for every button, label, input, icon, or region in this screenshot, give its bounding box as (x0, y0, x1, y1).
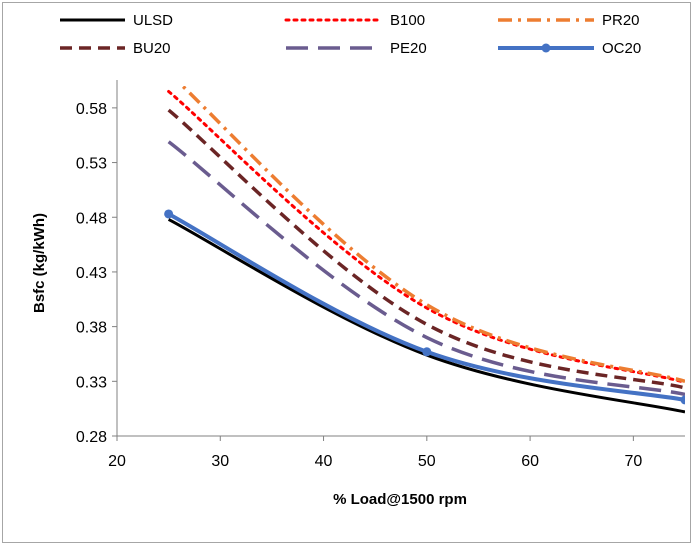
legend-label: ULSD (133, 12, 173, 29)
data-point (422, 347, 432, 357)
axes (112, 80, 685, 441)
series-line (180, 86, 685, 383)
y-tick-label: 0.38 (76, 320, 107, 337)
series-bu20 (167, 108, 685, 390)
legend-label: B100 (390, 12, 425, 29)
y-tick-label: 0.58 (76, 101, 107, 118)
y-tick-label: 0.28 (76, 429, 107, 446)
tick-labels: 0.28 0.33 0.38 0.43 0.48 0.53 0.58 20 30 40 50 60 70 (76, 101, 643, 470)
y-tick-label: 0.33 (76, 374, 107, 391)
x-tick-label: 40 (315, 453, 333, 470)
x-tick-label: 30 (211, 453, 229, 470)
y-tick-label: 0.53 (76, 156, 107, 173)
series-pr20 (180, 86, 685, 383)
series-b100 (167, 89, 685, 384)
x-axis-title: % Load@1500 rpm (333, 491, 467, 508)
series-line (167, 89, 685, 384)
series-line (167, 140, 685, 397)
series-line (167, 108, 685, 390)
legend-label: PR20 (602, 12, 640, 29)
legend-item-bu20: BU20 (60, 40, 171, 57)
legend-item-oc20: OC20 (498, 40, 641, 57)
legend-item-pe20: PE20 (286, 40, 427, 57)
legend-label: BU20 (133, 40, 171, 57)
x-tick-label: 70 (624, 453, 642, 470)
legend: ULSD B100 PR20 BU20 PE20 OC20 (60, 12, 641, 57)
x-tick-label: 50 (418, 453, 436, 470)
series-layer (164, 86, 685, 414)
series-oc20 (164, 209, 685, 405)
x-tick-label: 60 (521, 453, 539, 470)
data-point (164, 209, 174, 219)
legend-label: OC20 (602, 40, 641, 57)
x-tick-label: 20 (108, 453, 126, 470)
y-tick-label: 0.48 (76, 210, 107, 227)
legend-label: PE20 (390, 40, 427, 57)
series-pe20 (167, 140, 685, 397)
legend-marker (541, 43, 551, 53)
legend-item-b100: B100 (284, 12, 425, 29)
y-axis-title: Bsfc (kg/kWh) (31, 213, 48, 313)
y-tick-label: 0.43 (76, 265, 107, 282)
data-point (680, 395, 685, 405)
legend-item-ulsd: ULSD (60, 12, 173, 29)
legend-item-pr20: PR20 (498, 12, 640, 29)
